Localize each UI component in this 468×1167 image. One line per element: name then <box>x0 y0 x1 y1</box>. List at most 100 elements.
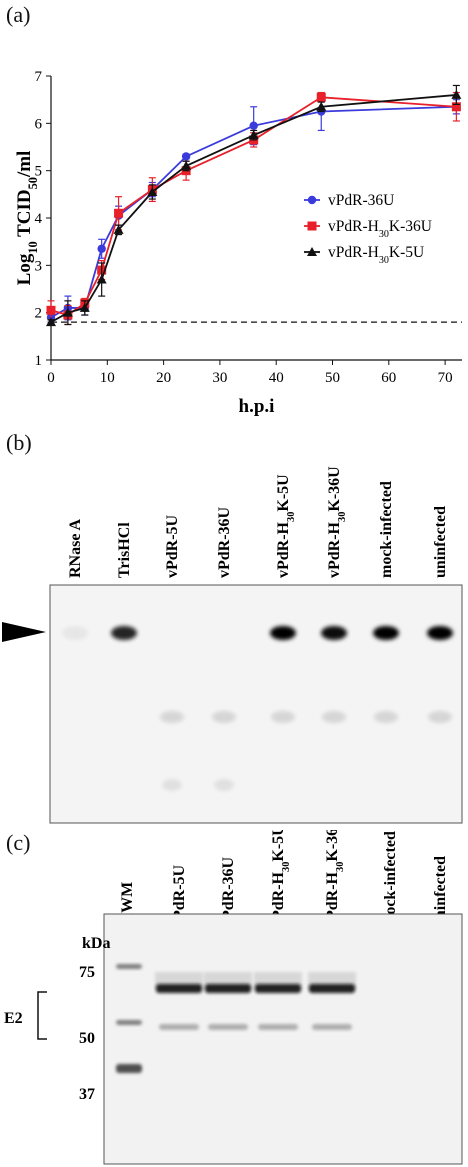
x-axis-label: h.p.i <box>239 396 275 417</box>
lower-band <box>271 711 295 723</box>
text-part: RNase A <box>67 518 84 578</box>
y-tick-label: 3 <box>35 258 43 274</box>
data-point <box>248 130 259 140</box>
text-part: vPdR-H <box>275 521 292 578</box>
lower-band <box>212 711 236 723</box>
x-tick-label: 50 <box>325 370 340 386</box>
text-part: vPdR-5U <box>164 514 181 578</box>
x-tick-label: 10 <box>100 370 115 386</box>
text-part: vPdR-5U <box>171 864 188 928</box>
legend-marker <box>307 247 317 256</box>
y-tick-label: 1 <box>35 353 43 369</box>
e2-label: E2 <box>4 1010 23 1027</box>
panel-a-label: (a) <box>6 2 31 27</box>
y-tick-label: 2 <box>35 306 43 322</box>
e2-lower-band <box>208 1024 248 1030</box>
smear-band <box>162 779 182 791</box>
subscript: 30 <box>286 512 297 522</box>
lane-label: TrisHCl <box>116 522 133 578</box>
lane-label: vPdR-H30K-5U <box>275 474 297 578</box>
data-point <box>181 160 192 170</box>
kda-label: kDa <box>82 935 110 952</box>
text-part: uninfected <box>432 506 449 578</box>
ladder-band <box>116 1020 142 1025</box>
main-band <box>111 626 137 640</box>
text-part: vPdR-H <box>326 521 343 578</box>
marker-label: 50 <box>79 1030 95 1047</box>
data-point <box>97 244 106 253</box>
lower-band <box>374 711 398 723</box>
e2-lower-band <box>159 1024 199 1030</box>
lane-label: vPdR-36U <box>216 506 233 578</box>
series-2 <box>46 84 462 327</box>
x-tick-label: 60 <box>381 370 396 386</box>
data-point <box>316 101 327 111</box>
y-axis-label: Log10 TCID50/ml <box>14 151 40 286</box>
data-point <box>316 92 326 102</box>
legend-label: vPdR-H30K-5U <box>328 244 424 266</box>
subscript: 30 <box>379 229 389 240</box>
data-point <box>114 208 124 218</box>
data-point <box>96 274 107 284</box>
data-point <box>451 102 461 112</box>
y-tick-label: 5 <box>35 164 43 180</box>
lane-label: uninfected <box>432 506 449 578</box>
data-point <box>46 305 56 315</box>
subscript: 30 <box>335 862 346 872</box>
lane-label: vPdR-H30K-36U <box>326 466 348 578</box>
lane-label: mock-infected <box>378 481 395 578</box>
text-part: vPdR-36U <box>216 506 233 578</box>
data-point <box>451 89 462 99</box>
text-part: /ml <box>14 151 35 178</box>
text-part: K-36U <box>324 830 341 862</box>
e2-upper-band <box>156 984 202 993</box>
lane-label: vPdR-5U <box>171 864 188 928</box>
e2-upper-band <box>255 984 301 993</box>
text-part: K-5U <box>389 244 424 261</box>
y-tick-label: 4 <box>35 211 43 227</box>
e2-upper-band <box>309 984 355 993</box>
text-part: TCID <box>14 189 35 241</box>
series-0 <box>46 91 461 323</box>
x-tick-label: 40 <box>269 370 284 386</box>
subscript: 30 <box>281 862 292 872</box>
main-band <box>62 626 88 640</box>
data-point <box>249 121 258 130</box>
main-band <box>321 626 347 640</box>
rnase-protection-gel: RNase A TrisHCl vPdR-5U vPdR-36U vPdR-H30K-5… <box>2 466 463 824</box>
western-blot: MWM vPdR-5U vPdR-36U vPdR-H30K-5UvPdR-H30K-… <box>4 830 463 1165</box>
lower-band <box>160 711 184 723</box>
text-part: vPdR-H <box>328 244 379 261</box>
text-part: TrisHCl <box>116 522 133 578</box>
data-point <box>147 186 158 196</box>
lane-label: uninfected <box>432 856 449 928</box>
y-tick-label: 6 <box>35 116 43 132</box>
x-tick-label: 30 <box>212 370 227 386</box>
lane-label: vPdR-H30K-36U <box>324 830 346 928</box>
text-part: K-5U <box>275 474 292 512</box>
ladder-band <box>116 1064 142 1073</box>
y-tick-label: 7 <box>35 69 43 85</box>
series-line <box>50 96 457 317</box>
legend-marker <box>307 221 317 231</box>
e2-lower-band <box>312 1024 352 1030</box>
data-point <box>113 224 124 234</box>
main-band <box>373 626 399 640</box>
subscript: 10 <box>26 241 40 253</box>
lower-band <box>428 711 452 723</box>
arrow-indicator <box>2 622 46 642</box>
legend-marker <box>307 195 317 205</box>
main-band <box>270 626 296 640</box>
data-point <box>46 317 56 327</box>
text-part: Log <box>14 253 35 285</box>
lower-band <box>322 711 346 723</box>
text-part: vPdR-36U <box>220 856 237 928</box>
main-band <box>427 626 453 640</box>
x-tick-label: 0 <box>47 370 55 386</box>
marker-label: 37 <box>79 1086 95 1103</box>
text-part: K-5U <box>270 830 287 862</box>
gel-frame <box>49 584 463 824</box>
text-part: mock-infected <box>382 831 399 928</box>
text-part: K-36U <box>326 466 343 512</box>
